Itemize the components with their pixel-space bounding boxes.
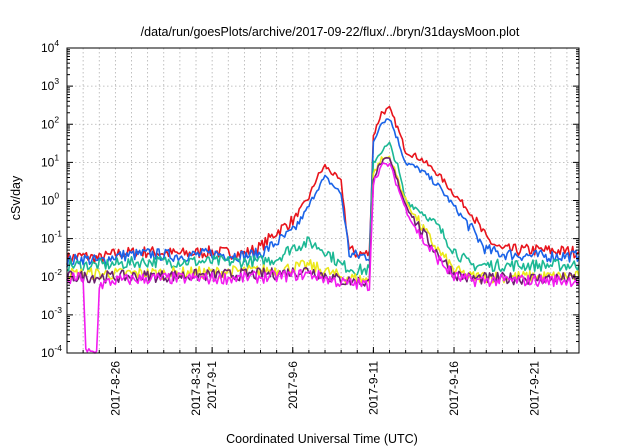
x-tick-label: 2017-8-26: [108, 361, 122, 416]
y-tick-label: 104: [41, 38, 59, 55]
y-tick-label: 101: [41, 152, 59, 169]
y-axis-title: cSv/day: [9, 175, 23, 220]
y-tick-label: 10-3: [41, 305, 62, 322]
y-tick-label: 102: [41, 114, 59, 131]
y-tick-label: 10-1: [41, 229, 62, 246]
series-layer: [66, 105, 580, 354]
series-line: [66, 162, 580, 354]
x-tick-label: 2017-9-6: [286, 361, 300, 409]
y-tick-label: 10-2: [41, 267, 62, 284]
chart-title: /data/run/goesPlots/archive/2017-09-22/f…: [141, 25, 520, 39]
y-tick-label: 100: [41, 191, 59, 208]
x-tick-label: 2017-9-11: [366, 361, 380, 415]
tick-layer: 10-4 10-3 10-2 10-1 100 101 102 103 104 2017-8-26…: [41, 38, 579, 416]
series-line: [66, 118, 580, 268]
x-tick-label: 2017-9-16: [447, 361, 461, 416]
series-line: [66, 141, 580, 277]
y-tick-label: 103: [41, 76, 59, 93]
series-line: [66, 105, 580, 265]
x-axis-title: Coordinated Universal Time (UTC): [226, 432, 418, 446]
y-tick-label: 10-4: [41, 343, 62, 360]
x-tick-label: 2017-8-31: [189, 361, 203, 416]
grid-layer: [67, 48, 579, 353]
x-tick-label: 2017-9-21: [528, 361, 542, 416]
x-tick-label: 2017-9-1: [205, 361, 219, 409]
